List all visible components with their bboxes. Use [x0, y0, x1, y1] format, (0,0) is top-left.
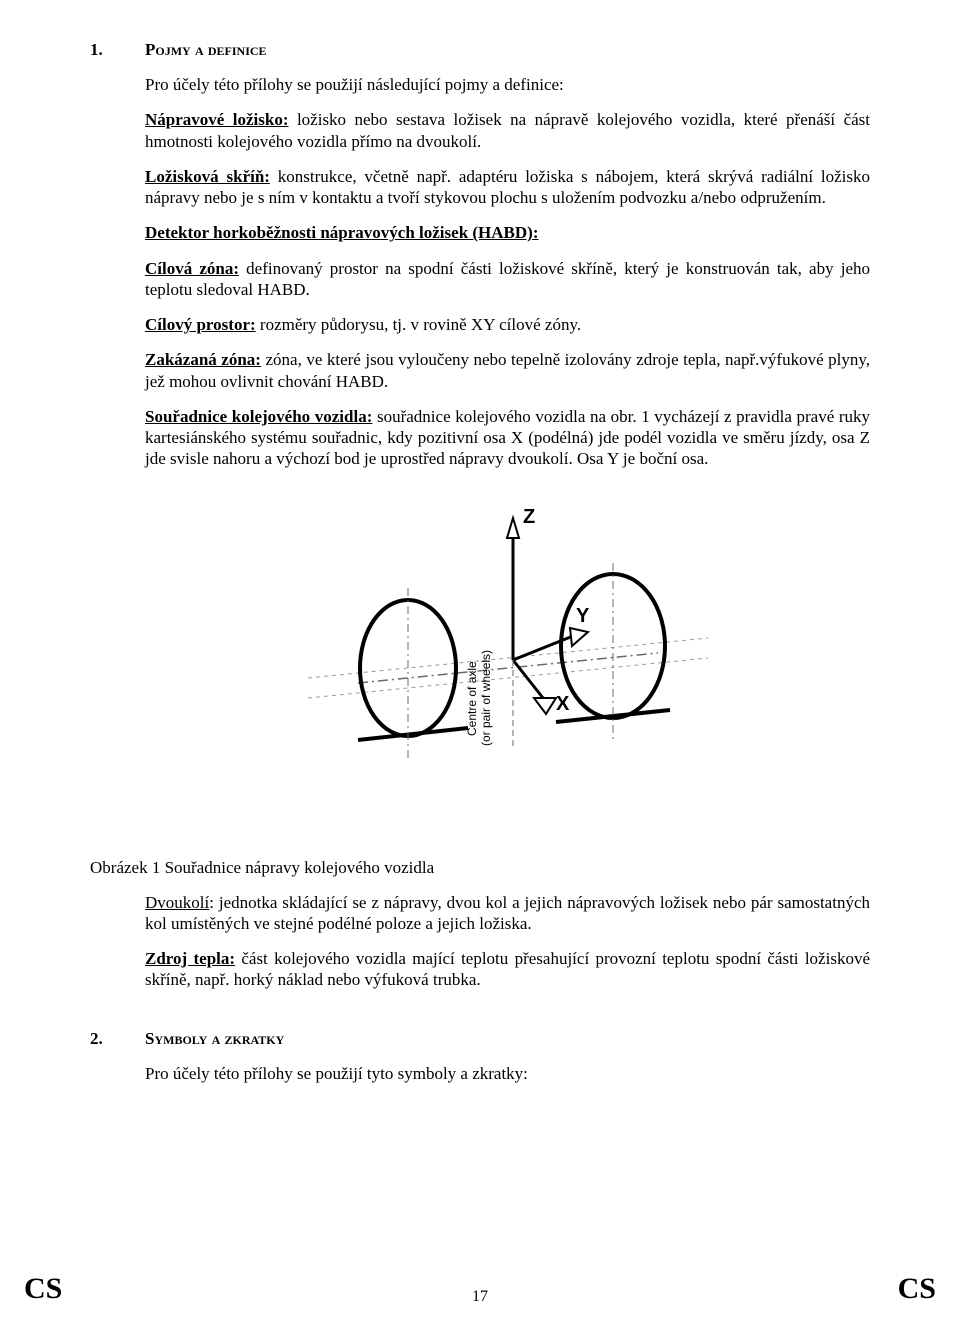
label: Souřadnice kolejového vozidla: [145, 407, 372, 426]
post-figure-defs: Dvoukolí: jednotka skládající se z nápra… [90, 892, 870, 1005]
label: Cílová zóna: [145, 259, 239, 278]
section-1-heading-row: 1. Pojmy a definice [90, 40, 870, 60]
section-2-title: Symboly a zkratky [145, 1029, 870, 1049]
page: 1. Pojmy a definice Pro účely této přílo… [0, 0, 960, 1320]
footer-right: CS [898, 1272, 936, 1306]
def-zakazana-zona: Zakázaná zóna: zóna, ve které jsou vylou… [145, 349, 870, 392]
section-2-intro: Pro účely této přílohy se použijí tyto s… [145, 1063, 870, 1084]
section-2-body: Pro účely této přílohy se použijí tyto s… [90, 1063, 870, 1098]
coord-diagram-svg: Z Y X Centre of axle (or pair of wheels) [298, 488, 718, 778]
section-2-heading-row: 2. Symboly a zkratky [90, 1029, 870, 1049]
label: Dvoukolí [145, 893, 209, 912]
def-loziskova-skrin: Ložisková skříň: konstrukce, včetně např… [145, 166, 870, 209]
label: Cílový prostor: [145, 315, 256, 334]
text: : jednotka skládající se z nápravy, dvou… [145, 893, 870, 933]
figure-1: Z Y X Centre of axle (or pair of wheels) [145, 488, 870, 778]
axle-caption-1: Centre of axle [465, 660, 479, 735]
section-1-title: Pojmy a definice [145, 40, 870, 60]
page-footer: CS 17 CS [0, 1272, 960, 1306]
axis-y-label: Y [576, 605, 590, 627]
axle-caption-2: (or pair of wheels) [479, 649, 493, 745]
section-2-number: 2. [90, 1029, 145, 1049]
section-1-body: Pro účely této přílohy se použijí násled… [90, 74, 870, 818]
intro-text: Pro účely této přílohy se použijí násled… [145, 74, 870, 95]
text: definovaný prostor na spodní části ložis… [145, 259, 870, 299]
label: Zdroj tepla: [145, 949, 235, 968]
label: Nápravové ložisko: [145, 110, 289, 129]
label: Zakázaná zóna: [145, 350, 261, 369]
section-1-number: 1. [90, 40, 145, 60]
text: rozměry půdorysu, tj. v rovině XY cílové… [256, 315, 581, 334]
def-detektor-habd: Detektor horkoběžnosti nápravových ložis… [145, 222, 870, 243]
label: Detektor horkoběžnosti nápravových ložis… [145, 223, 539, 242]
def-zdroj-tepla: Zdroj tepla: část kolejového vozidla maj… [145, 948, 870, 991]
def-dvoukoli: Dvoukolí: jednotka skládající se z nápra… [145, 892, 870, 935]
def-cilova-zona: Cílová zóna: definovaný prostor na spodn… [145, 258, 870, 301]
axis-z-label: Z [523, 506, 535, 528]
def-napravove-lozisko: Nápravové ložisko: ložisko nebo sestava … [145, 109, 870, 152]
footer-left: CS [24, 1272, 62, 1306]
figure-1-caption: Obrázek 1 Souřadnice nápravy kolejového … [90, 858, 870, 878]
def-cilovy-prostor: Cílový prostor: rozměry půdorysu, tj. v … [145, 314, 870, 335]
footer-page-number: 17 [472, 1288, 488, 1306]
def-souradnice: Souřadnice kolejového vozidla: souřadnic… [145, 406, 870, 470]
axis-x-label: X [556, 693, 570, 715]
label: Ložisková skříň: [145, 167, 270, 186]
text: část kolejového vozidla mající teplotu p… [145, 949, 870, 989]
